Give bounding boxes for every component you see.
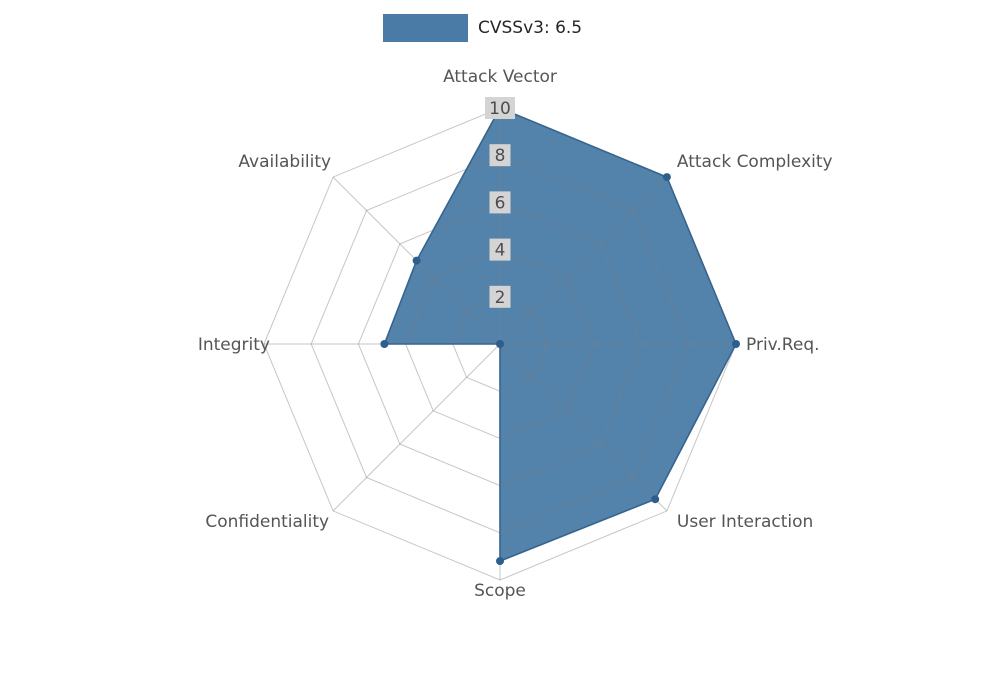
data-point <box>412 256 421 265</box>
data-point <box>662 173 671 182</box>
axis-label-attack-complexity: Attack Complexity <box>677 152 833 172</box>
data-point <box>380 340 389 348</box>
grid-spoke <box>332 343 501 512</box>
axis-label-confidentiality: Confidentiality <box>205 512 329 532</box>
grid-spoke <box>499 176 668 345</box>
axis-label-attack-vector: Attack Vector <box>443 67 557 87</box>
tick-label-box <box>489 285 511 308</box>
legend-label: CVSSv3: 6.5 <box>478 18 583 38</box>
tick-label: 6 <box>495 193 506 213</box>
legend: CVSSv3: 6.5 <box>383 14 582 42</box>
tick-label-box <box>489 144 511 167</box>
axis-label-integrity: Integrity <box>198 335 270 355</box>
data-area <box>384 108 736 562</box>
data-point <box>732 340 740 348</box>
axis-label-priv-req: Priv.Req. <box>746 335 820 355</box>
tick-label: 4 <box>495 241 506 261</box>
axis-label-user-interaction: User Interaction <box>677 512 813 532</box>
data-point <box>496 557 504 566</box>
grid-spoke <box>499 343 668 512</box>
tick-label: 10 <box>489 99 511 119</box>
data-point <box>496 340 504 348</box>
tick-label-box <box>485 97 515 119</box>
tick-label-box <box>489 238 511 261</box>
tick-label: 2 <box>495 288 506 308</box>
axis-label-availability: Availability <box>238 152 331 172</box>
legend-swatch <box>383 14 468 42</box>
data-point <box>651 495 660 504</box>
tick-label-box <box>489 191 511 214</box>
tick-label: 8 <box>495 146 506 166</box>
axis-label-scope: Scope <box>474 581 526 601</box>
